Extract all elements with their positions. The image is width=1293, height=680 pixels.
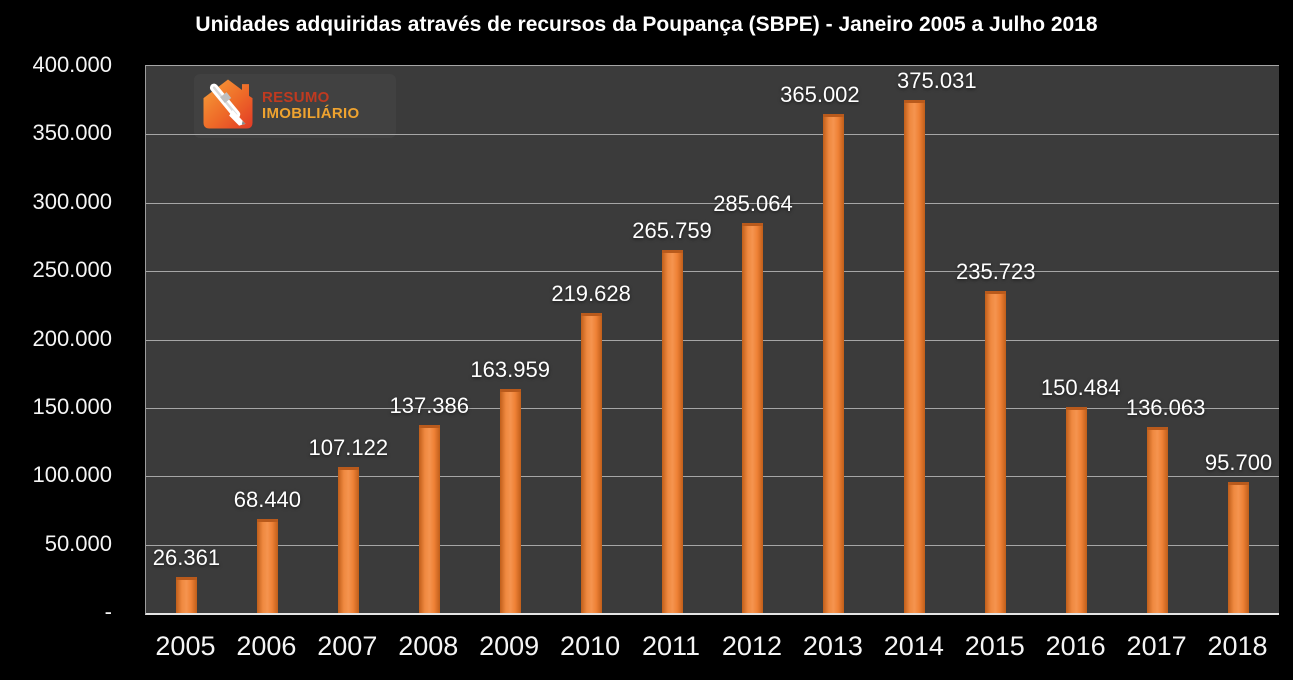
x-tick-label-2018: 2018 (1207, 631, 1268, 661)
y-tick-label: 150.000 (32, 393, 112, 419)
y-tick-label: 50.000 (44, 530, 112, 556)
data-label-2009: 163.959 (470, 356, 550, 382)
x-tick-label-2013: 2013 (802, 631, 863, 661)
gridline (146, 339, 1279, 341)
bar-2011 (661, 249, 683, 613)
gridline (146, 407, 1279, 409)
resumo-imobiliario-logo: RESUMO IMOBILIÁRIO (194, 74, 396, 138)
data-label-2014: 375.031 (897, 68, 977, 94)
chart-title: Unidades adquiridas através de recursos … (195, 13, 1098, 36)
x-tick-label-2012: 2012 (721, 631, 782, 661)
house-with-pen-icon (200, 76, 256, 137)
plot-area: RESUMO IMOBILIÁRIO 26.361 68.440 107.122 13… (145, 65, 1279, 615)
data-label-2018: 95.700 (1204, 450, 1273, 476)
logo-line-imobiliario: IMOBILIÁRIO (262, 105, 360, 122)
bar-2016 (1066, 407, 1088, 613)
data-label-2010: 219.628 (551, 280, 631, 306)
x-tick-label-2009: 2009 (479, 631, 540, 661)
x-tick-label-2007: 2007 (317, 631, 378, 661)
logo-text: RESUMO IMOBILIÁRIO (262, 90, 359, 122)
logo-line-resumo: RESUMO (262, 89, 330, 106)
gridline (146, 271, 1279, 273)
bar-2007 (337, 466, 359, 613)
bar-2018 (1228, 482, 1250, 613)
x-tick-label-2014: 2014 (883, 631, 944, 661)
data-label-2007: 107.122 (308, 434, 389, 460)
y-tick-label: 300.000 (32, 188, 112, 214)
bar-2015 (985, 290, 1007, 613)
data-label-2013: 365.002 (780, 81, 860, 107)
data-label-2006: 68.440 (233, 487, 302, 513)
x-tick-label-2006: 2006 (236, 631, 297, 661)
bar-2017 (1147, 426, 1169, 613)
bar-2013 (823, 113, 845, 613)
data-label-2015: 235.723 (955, 258, 1036, 284)
x-tick-label-2016: 2016 (1045, 631, 1106, 661)
data-label-2017: 136.063 (1125, 394, 1206, 420)
bar-2009 (499, 388, 521, 613)
x-tick-label-2010: 2010 (560, 631, 621, 661)
y-tick-label: 200.000 (32, 325, 112, 351)
x-tick-label-2011: 2011 (642, 631, 701, 661)
x-tick-label-2015: 2015 (964, 631, 1025, 661)
data-label-2012: 285.064 (713, 191, 793, 217)
y-tick-label: 400.000 (32, 52, 112, 77)
data-label-2016: 150.484 (1040, 375, 1121, 401)
x-tick-label-2005: 2005 (155, 631, 216, 661)
bar-2014 (904, 100, 926, 613)
gridline (146, 202, 1279, 204)
bar-2010 (580, 312, 602, 613)
bar-2006 (256, 519, 278, 613)
bar-2008 (418, 425, 440, 613)
data-label-2005: 26.361 (152, 544, 221, 570)
x-tick-label-2008: 2008 (398, 631, 459, 661)
gridline (146, 134, 1279, 136)
x-tick-label-2017: 2017 (1126, 631, 1187, 661)
bar-2012 (742, 223, 764, 613)
gridline (146, 476, 1279, 478)
y-tick-label: 350.000 (32, 120, 112, 146)
y-tick-label: 100.000 (32, 462, 112, 488)
bar-2005 (175, 576, 197, 613)
data-label-2011: 265.759 (632, 217, 712, 243)
y-tick-label: - (104, 599, 112, 624)
y-tick-label: 250.000 (32, 257, 112, 283)
data-label-2008: 137.386 (389, 393, 470, 419)
gridline (146, 544, 1279, 546)
